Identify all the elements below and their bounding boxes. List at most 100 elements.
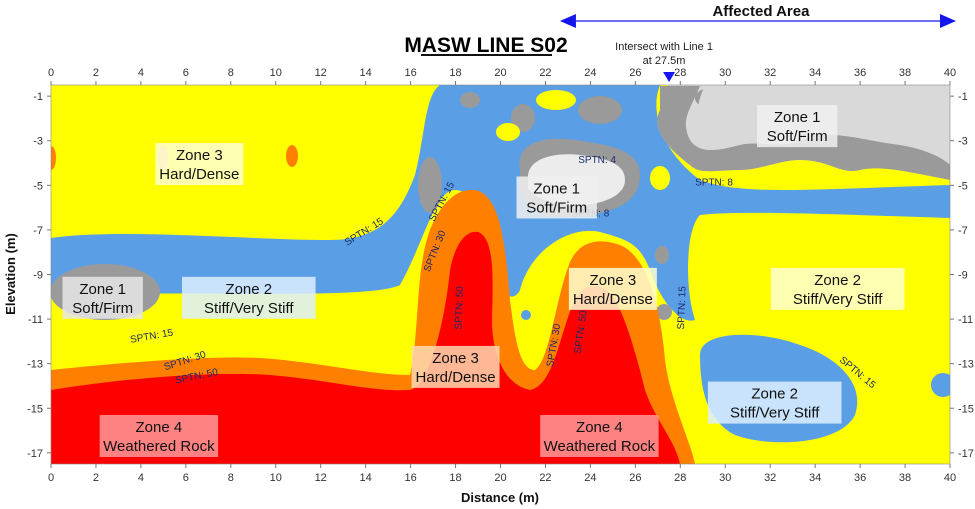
zone-label-name: Zone 3 [590, 272, 637, 289]
zone-label-bg [155, 143, 244, 186]
x-tick-label-top: 38 [899, 67, 911, 79]
x-tick-label-top: 10 [270, 67, 282, 79]
y-axis-left: -1 -3 -5 -7 -9 -11 -13 -15 -17 [27, 91, 51, 460]
soft-spot [656, 304, 672, 320]
zone-label: Zone 4 Weathered Rock [540, 415, 659, 458]
zone-label-bg [540, 415, 659, 458]
affected-area-indicator: Affected Area [559, 3, 956, 28]
zone-label-bg [770, 267, 905, 310]
zone-labels: Zone 3 Hard/Dense Zone 1 Soft/Firm Zone 2 Sti… [62, 105, 905, 458]
zone-label-bg [99, 415, 219, 458]
x-tick-label-bottom: 10 [270, 472, 282, 484]
x-tick-label-top: 34 [809, 67, 821, 79]
x-tick-label-top: 36 [854, 67, 866, 79]
zone-label-bg [181, 276, 316, 319]
x-tick-label-bottom: 8 [228, 472, 234, 484]
intersect-note-line2: at 27.5m [643, 55, 686, 67]
zone-weathered-rock [51, 231, 680, 464]
zone-label-desc: Hard/Dense [159, 166, 239, 183]
zone-label-desc: Soft/Firm [767, 128, 828, 145]
zone-label: Zone 1 Soft/Firm [756, 105, 838, 148]
affected-area-left-arrow [559, 14, 576, 28]
hard-spot [650, 166, 670, 190]
x-tick-label-bottom: 22 [539, 472, 551, 484]
x-tick-label-bottom: 34 [809, 472, 821, 484]
zone-label-name: Zone 2 [814, 272, 861, 289]
zone-label-desc: Stiff/Very Stiff [793, 291, 883, 308]
x-axis-bottom: 0 2 4 6 8 10 12 14 16 18 20 22 24 26 28 30 32 34 36 38 40 [48, 464, 956, 484]
y-tick-label-right: -9 [958, 270, 968, 282]
chart-title: MASW LINE S02 [404, 34, 567, 57]
zone-label-name: Zone 3 [432, 350, 479, 367]
zone-label: Zone 1 Soft/Firm [62, 276, 143, 319]
y-tick-label-right: -15 [958, 403, 974, 415]
x-tick-label-top: 40 [944, 67, 956, 79]
zone-label: Zone 1 Soft/Firm [516, 176, 597, 219]
zone-label: Zone 3 Hard/Dense [411, 345, 500, 388]
y-tick-label-left: -17 [27, 448, 43, 460]
soft-spot [655, 246, 669, 264]
hard-spot [536, 90, 576, 110]
zone-label-name: Zone 2 [225, 281, 272, 298]
x-tick-label-top: 4 [138, 67, 144, 79]
x-tick-label-top: 20 [494, 67, 506, 79]
contour-label: SPTN: 15 [676, 286, 689, 330]
intersect-marker: Intersect with Line 1 at 27.5m [615, 41, 713, 82]
contour-label: SPTN: 50 [454, 286, 467, 330]
stiff-spot [931, 373, 950, 397]
y-tick-label-right: -7 [958, 225, 968, 237]
affected-area-right-arrow [940, 14, 956, 28]
x-tick-label-top: 16 [404, 67, 416, 79]
y-axis-right: -1 -3 -5 -7 -9 -11 -13 -15 -17 [950, 91, 974, 460]
x-tick-label-bottom: 4 [138, 472, 144, 484]
y-tick-label-left: -9 [33, 270, 43, 282]
x-tick-label-top: 14 [360, 67, 372, 79]
contour-label: SPTN: 4 [578, 155, 616, 166]
x-axis-label: Distance (m) [461, 490, 539, 505]
x-tick-label-top: 18 [449, 67, 461, 79]
zone-label: Zone 2 Stiff/Very Stiff [707, 381, 842, 424]
x-tick-label-top: 24 [584, 67, 596, 79]
intersect-marker-triangle [663, 72, 676, 82]
x-tick-label-bottom: 30 [719, 472, 731, 484]
x-tick-label-top: 30 [719, 67, 731, 79]
y-tick-label-left: -5 [33, 180, 43, 192]
y-tick-label-left: -13 [27, 359, 43, 371]
y-tick-label-right: -3 [958, 136, 968, 148]
soft-band-top-right [657, 86, 950, 180]
x-tick-label-top: 0 [48, 67, 54, 79]
x-tick-label-bottom: 20 [494, 472, 506, 484]
y-tick-label-left: -15 [27, 403, 43, 415]
x-tick-label-bottom: 28 [674, 472, 686, 484]
zone-label: Zone 3 Hard/Dense [568, 267, 657, 310]
x-tick-label-top: 8 [228, 67, 234, 79]
zone-label: Zone 2 Stiff/Very Stiff [181, 276, 316, 319]
x-tick-label-bottom: 14 [360, 472, 372, 484]
stiff-spot [521, 310, 531, 320]
zone-label-desc: Stiff/Very Stiff [730, 405, 820, 422]
zone-label-name: Zone 1 [774, 109, 821, 126]
x-tick-label-bottom: 0 [48, 472, 54, 484]
soft-spot [511, 104, 535, 132]
x-axis-top: 0 2 4 6 8 10 12 14 16 18 20 22 24 26 28 30 32 34 36 38 40 [48, 67, 956, 85]
affected-area-label: Affected Area [712, 3, 810, 20]
y-tick-label-right: -13 [958, 359, 974, 371]
soft-spot [578, 96, 622, 124]
zone-label-bg [756, 105, 838, 148]
x-tick-label-bottom: 36 [854, 472, 866, 484]
y-tick-label-right: -5 [958, 180, 968, 192]
x-tick-label-top: 2 [93, 67, 99, 79]
y-tick-label-right: -17 [958, 448, 974, 460]
zone-stiff-band [51, 85, 950, 321]
zone-label-bg [568, 267, 657, 310]
intersect-note-line1: Intersect with Line 1 [615, 41, 713, 53]
zone-label-name: Zone 4 [136, 419, 183, 436]
x-tick-label-bottom: 2 [93, 472, 99, 484]
x-tick-label-top: 28 [674, 67, 686, 79]
y-tick-label-left: -7 [33, 225, 43, 237]
zone-label-desc: Weathered Rock [544, 438, 656, 455]
y-tick-label-right: -1 [958, 91, 968, 103]
zone-label-bg [411, 345, 500, 388]
zone-label-name: Zone 3 [176, 147, 223, 164]
